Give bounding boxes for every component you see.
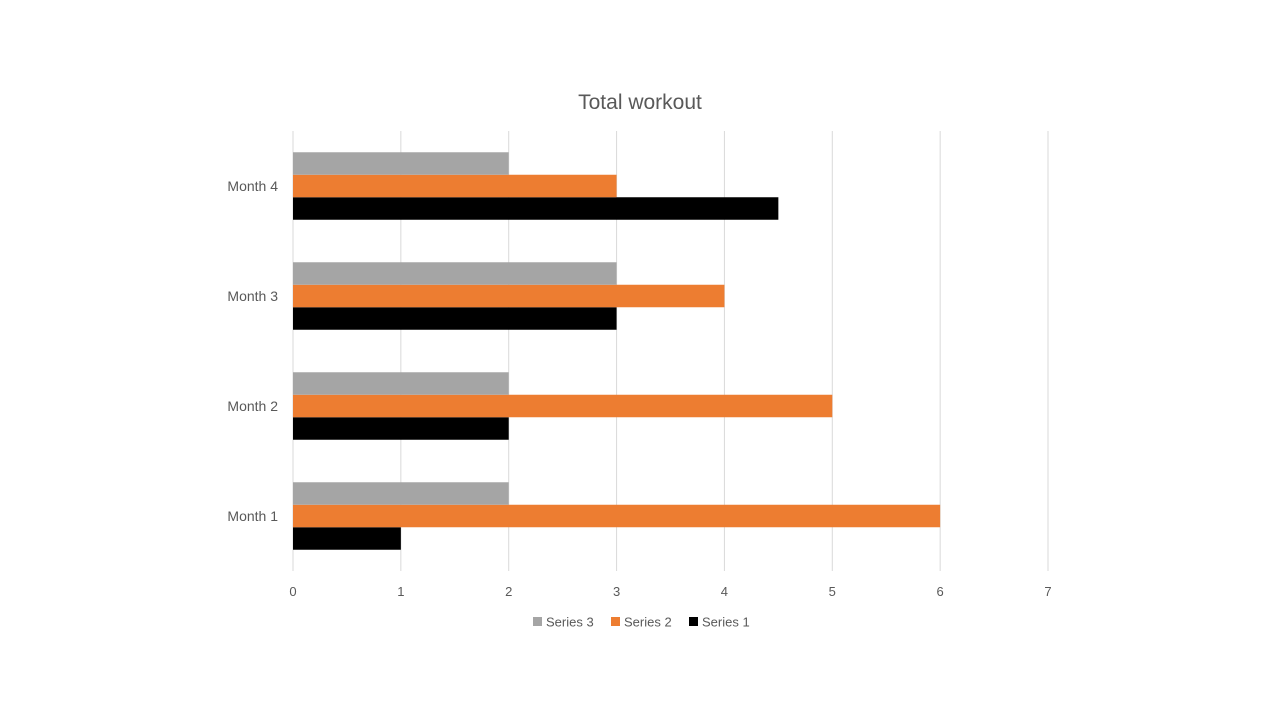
category-label: Month 3 bbox=[227, 288, 278, 304]
category-axis-labels: Month 1 Month 2 Month 3 Month 4 bbox=[227, 178, 278, 524]
bars bbox=[293, 152, 941, 550]
bar-series-1-month-3 bbox=[293, 307, 617, 330]
bar-series-1-month-1 bbox=[293, 527, 401, 550]
bar-series-1-month-2 bbox=[293, 417, 509, 440]
legend-label: Series 3 bbox=[546, 615, 594, 630]
bar-series-2-month-3 bbox=[293, 284, 725, 308]
bar-series-2-month-2 bbox=[293, 394, 833, 418]
bar-series-1-month-4 bbox=[293, 197, 779, 220]
tick-label: 4 bbox=[721, 584, 728, 599]
legend-label: Series 1 bbox=[702, 615, 750, 630]
tick-label: 5 bbox=[829, 584, 836, 599]
legend-label: Series 2 bbox=[624, 615, 672, 630]
bar-series-3-month-2 bbox=[293, 372, 509, 395]
bar-series-2-month-1 bbox=[293, 504, 941, 528]
tick-label: 2 bbox=[505, 584, 512, 599]
value-axis-labels: 0 1 2 3 4 5 6 7 bbox=[289, 584, 1051, 599]
legend-swatch bbox=[533, 617, 542, 626]
legend-swatch bbox=[689, 617, 698, 626]
tick-label: 3 bbox=[613, 584, 620, 599]
legend: Series 3 Series 2 Series 1 bbox=[533, 615, 750, 630]
tick-label: 0 bbox=[289, 584, 296, 599]
bar-series-3-month-1 bbox=[293, 482, 509, 505]
bar-series-2-month-4 bbox=[293, 174, 617, 198]
tick-label: 7 bbox=[1044, 584, 1051, 599]
bar-series-3-month-3 bbox=[293, 262, 617, 285]
category-label: Month 4 bbox=[227, 178, 278, 194]
bar-series-3-month-4 bbox=[293, 152, 509, 175]
legend-swatch bbox=[611, 617, 620, 626]
tick-label: 1 bbox=[397, 584, 404, 599]
category-label: Month 2 bbox=[227, 398, 278, 414]
tick-label: 6 bbox=[937, 584, 944, 599]
chart-title: Total workout bbox=[578, 91, 702, 114]
category-label: Month 1 bbox=[227, 508, 278, 524]
